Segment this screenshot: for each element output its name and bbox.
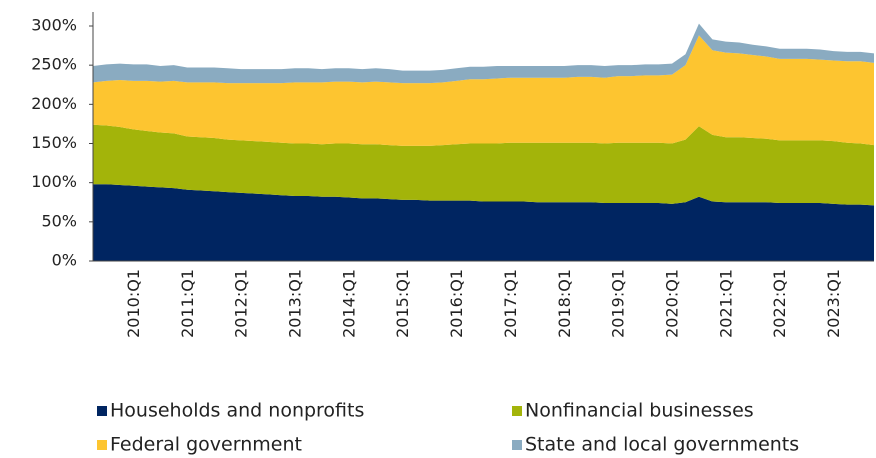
x-tick-label: 2010:Q1: [124, 269, 143, 338]
x-tick-label: 2013:Q1: [285, 269, 304, 338]
y-tick-label: 300%: [31, 16, 77, 35]
area: [93, 35, 874, 146]
x-tick-label: 2012:Q1: [232, 269, 251, 338]
legend-swatch: [97, 440, 107, 450]
x-tick-label: 2014:Q1: [339, 269, 358, 338]
legend-label: Nonfinancial businesses: [525, 400, 754, 422]
x-tick-label: 2019:Q1: [609, 269, 628, 338]
legend-label: State and local governments: [525, 434, 799, 456]
legend-swatch: [97, 406, 107, 416]
y-tick-label: 200%: [31, 94, 77, 113]
y-tick-label: 0%: [52, 251, 77, 270]
x-tick-label: 2018:Q1: [555, 269, 574, 338]
legend-label: Federal government: [110, 434, 302, 456]
legend-label: Households and nonprofits: [110, 400, 364, 422]
x-tick-label: 2011:Q1: [178, 269, 197, 338]
y-tick-label: 150%: [31, 133, 77, 152]
area: [93, 124, 874, 206]
y-tick-label: 250%: [31, 55, 77, 74]
x-tick-label: 2023:Q1: [824, 269, 843, 338]
area: [93, 23, 874, 84]
x-tick-label: 2022:Q1: [770, 269, 789, 338]
legend-swatch: [512, 440, 522, 450]
y-tick-label: 50%: [41, 211, 77, 230]
x-tick-label: 2017:Q1: [501, 269, 520, 338]
legend-swatch: [512, 406, 522, 416]
x-tick-label: 2020:Q1: [663, 269, 682, 338]
x-tick-label: 2016:Q1: [447, 269, 466, 338]
y-tick-label: 100%: [31, 172, 77, 191]
area: [93, 184, 874, 261]
x-tick-label: 2015:Q1: [393, 269, 412, 338]
x-tick-label: 2021:Q1: [716, 269, 735, 338]
